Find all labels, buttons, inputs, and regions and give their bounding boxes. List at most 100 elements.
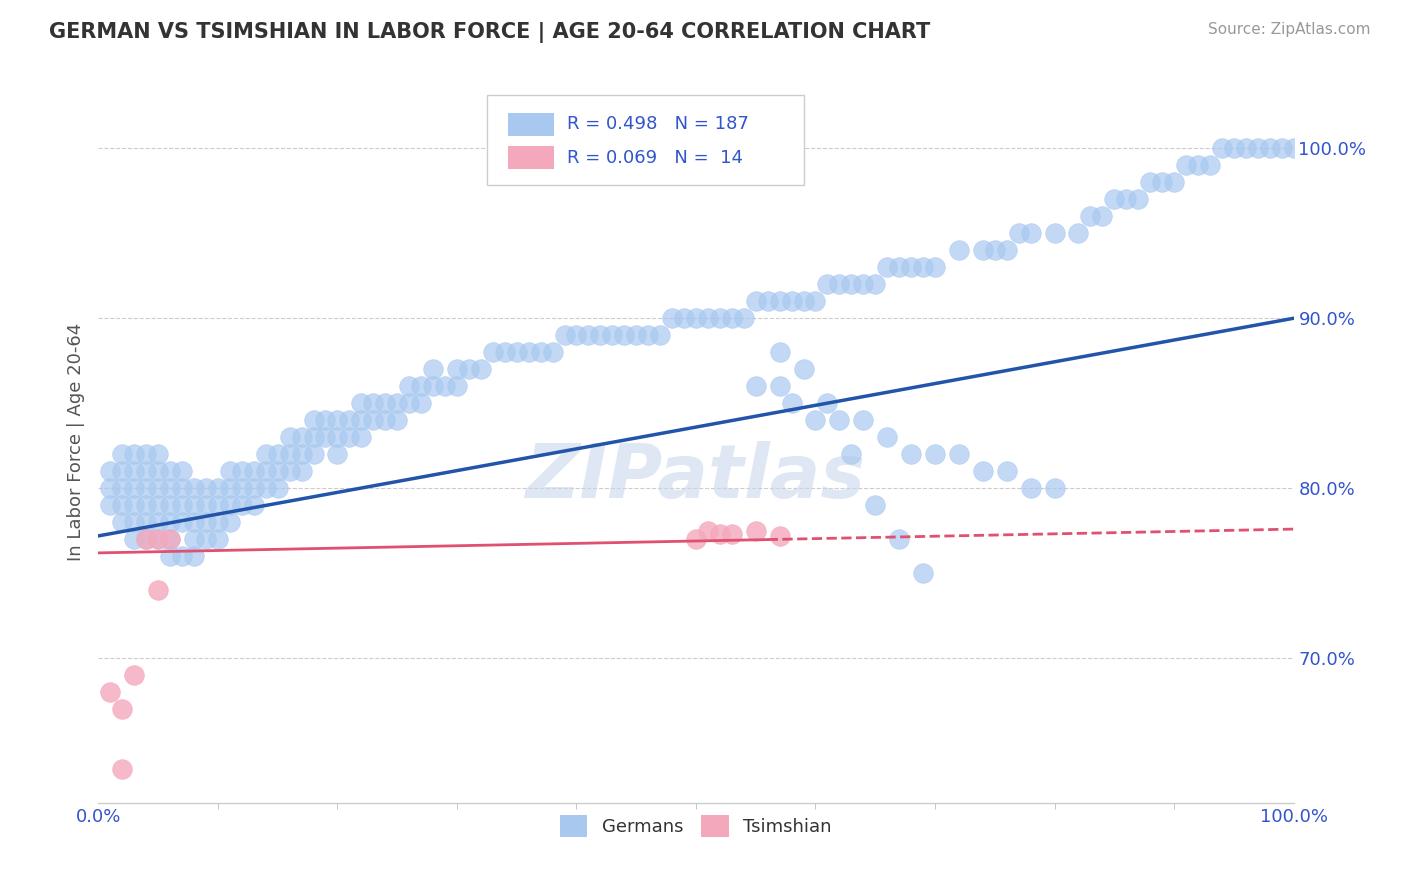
Point xyxy=(148,533,170,547)
Point xyxy=(685,533,707,547)
Point xyxy=(172,498,194,512)
Point xyxy=(135,481,157,495)
FancyBboxPatch shape xyxy=(486,95,804,185)
Point xyxy=(135,533,157,547)
Point xyxy=(350,430,373,444)
Point xyxy=(148,481,170,495)
Point xyxy=(815,396,838,410)
Point xyxy=(326,447,349,461)
Point xyxy=(302,447,325,461)
Point xyxy=(159,516,181,530)
Point xyxy=(1247,141,1270,155)
Point xyxy=(124,498,146,512)
Point xyxy=(267,447,290,461)
Point xyxy=(828,413,851,427)
Point xyxy=(745,524,768,538)
Point xyxy=(195,516,218,530)
Point xyxy=(1080,209,1102,223)
Point xyxy=(458,362,481,376)
Point xyxy=(1175,158,1198,172)
Point xyxy=(841,277,863,292)
Point xyxy=(195,481,218,495)
Point xyxy=(195,498,218,512)
Point xyxy=(852,277,875,292)
Legend: Germans, Tsimshian: Germans, Tsimshian xyxy=(553,808,839,845)
Point xyxy=(267,464,290,478)
Point xyxy=(793,362,815,376)
Point xyxy=(124,533,146,547)
Point xyxy=(1258,141,1281,155)
Point xyxy=(1043,481,1066,495)
Point xyxy=(183,498,205,512)
Point xyxy=(804,413,827,427)
Point xyxy=(541,345,564,359)
Point xyxy=(876,430,898,444)
Point xyxy=(398,379,420,393)
Point xyxy=(602,328,624,343)
Point xyxy=(231,481,253,495)
Point xyxy=(768,294,790,309)
Point xyxy=(565,328,588,343)
Point xyxy=(98,685,122,699)
Point xyxy=(339,430,361,444)
Point xyxy=(111,702,134,716)
Bar xyxy=(509,112,554,136)
Point xyxy=(422,362,444,376)
Point xyxy=(111,516,134,530)
Point xyxy=(685,311,707,326)
Point xyxy=(124,464,146,478)
Point xyxy=(481,345,505,359)
Point xyxy=(697,524,720,538)
Point xyxy=(434,379,457,393)
Point xyxy=(889,260,911,275)
Point xyxy=(815,277,838,292)
Point xyxy=(1019,481,1042,495)
Point xyxy=(470,362,492,376)
Bar xyxy=(509,146,554,169)
Point xyxy=(219,516,242,530)
Point xyxy=(374,413,396,427)
Point xyxy=(350,396,373,410)
Point xyxy=(1234,141,1257,155)
Point xyxy=(111,762,134,776)
Point xyxy=(135,516,157,530)
Point xyxy=(159,549,181,564)
Point xyxy=(219,464,242,478)
Point xyxy=(1067,227,1090,241)
Point xyxy=(385,413,409,427)
Text: R = 0.498   N = 187: R = 0.498 N = 187 xyxy=(567,115,749,133)
Point xyxy=(1282,141,1305,155)
Point xyxy=(793,294,815,309)
Point xyxy=(411,396,433,410)
Point xyxy=(972,244,994,258)
Point xyxy=(876,260,898,275)
Point xyxy=(804,294,827,309)
Point xyxy=(828,277,851,292)
Point xyxy=(1091,209,1114,223)
Point xyxy=(124,668,146,682)
Point xyxy=(768,345,790,359)
Point xyxy=(578,328,600,343)
Point xyxy=(589,328,612,343)
Point xyxy=(278,447,301,461)
Point xyxy=(422,379,444,393)
Point xyxy=(995,244,1018,258)
Point xyxy=(530,345,553,359)
Point xyxy=(1163,175,1185,189)
Point xyxy=(207,533,229,547)
Point xyxy=(1187,158,1209,172)
Point xyxy=(315,430,337,444)
Point xyxy=(195,533,218,547)
Point xyxy=(972,464,994,478)
Point xyxy=(889,533,911,547)
Point xyxy=(948,244,970,258)
Point xyxy=(1115,192,1137,206)
Point xyxy=(1019,227,1042,241)
Point xyxy=(254,447,277,461)
Point xyxy=(1271,141,1294,155)
Point xyxy=(231,498,253,512)
Point xyxy=(291,464,314,478)
Point xyxy=(1199,158,1222,172)
Point xyxy=(159,533,181,547)
Point xyxy=(374,396,396,410)
